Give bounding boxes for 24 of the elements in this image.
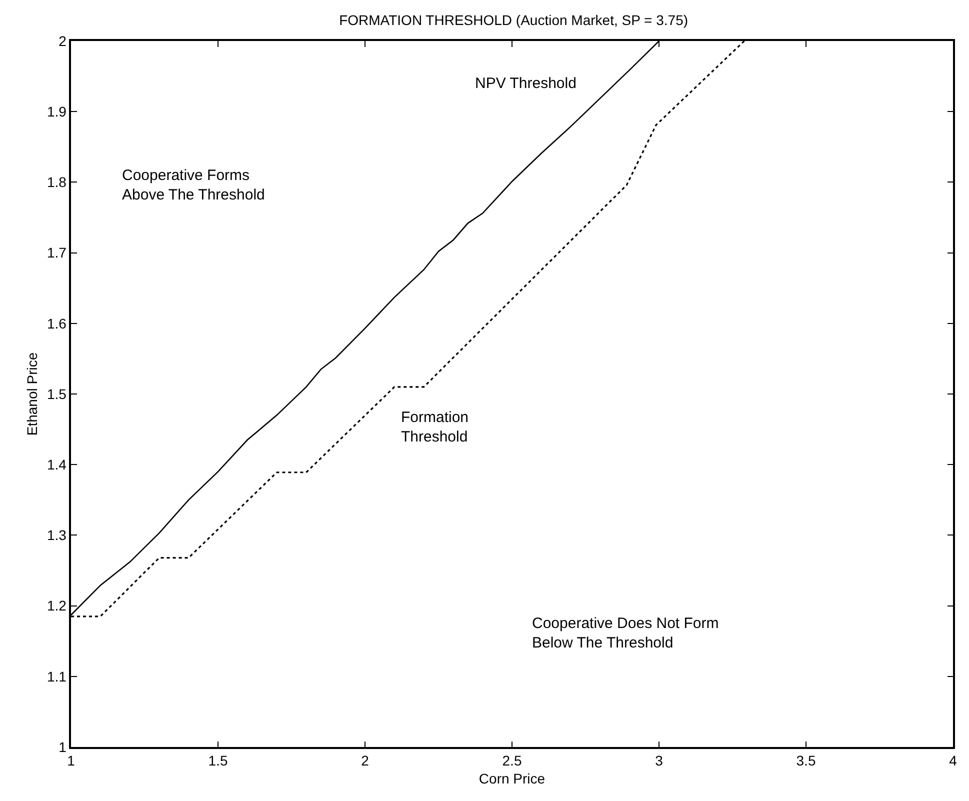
annotation: NPV Threshold: [475, 75, 576, 92]
y-tick-label: 1.1: [46, 668, 67, 684]
y-tick-label: 1.2: [46, 598, 67, 614]
chart-title: FORMATION THRESHOLD (Auction Market, SP = 3.75): [339, 12, 688, 28]
y-tick-label: 1.5: [46, 386, 67, 402]
x-tick-label: 2: [361, 752, 370, 769]
y-axis-title: Ethanol Price: [24, 352, 40, 436]
x-axis-title: Corn Price: [478, 770, 546, 786]
x-tick-label: 4: [949, 752, 958, 769]
y-tick-label: 1.6: [46, 315, 67, 332]
y-tick-label: 1.4: [46, 456, 67, 472]
annotation: Cooperative Forms Above The Threshold: [122, 167, 265, 204]
x-tick-label: 1.5: [208, 752, 228, 769]
x-tick-label: 2.5: [502, 752, 522, 769]
x-tick-label: 3: [655, 752, 664, 769]
y-tick-label: 2: [58, 32, 67, 49]
annotation: Formation Threshold: [401, 409, 469, 446]
y-tick-label: 1: [58, 738, 67, 755]
y-tick-label: 1.9: [46, 104, 67, 120]
y-tick-label: 1.8: [46, 174, 67, 190]
y-tick-label: 1.3: [46, 527, 67, 544]
annotation: Cooperative Does Not Form Below The Threshold: [532, 615, 719, 652]
y-tick-label: 1.7: [46, 244, 67, 261]
x-tick-label: 3.5: [796, 752, 816, 769]
